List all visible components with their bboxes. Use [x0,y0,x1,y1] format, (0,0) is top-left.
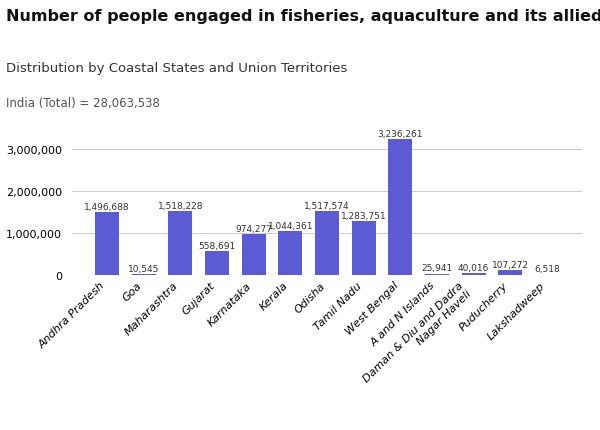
Bar [242,234,266,275]
Text: 10,545: 10,545 [128,264,160,273]
Text: 3,236,261: 3,236,261 [377,129,423,138]
Text: 1,517,574: 1,517,574 [304,201,350,210]
Bar [205,252,229,275]
Text: 1,283,751: 1,283,751 [341,211,386,220]
Bar [461,273,485,275]
Text: 25,941: 25,941 [421,264,452,273]
Text: 1,044,361: 1,044,361 [268,221,313,230]
Text: 1,518,228: 1,518,228 [158,201,203,210]
Bar [425,274,449,275]
Text: 1,496,688: 1,496,688 [84,202,130,211]
Bar [352,221,376,275]
Text: 6,518: 6,518 [534,264,560,273]
Bar [95,212,119,275]
Bar [499,271,522,275]
Text: 558,691: 558,691 [199,241,236,250]
Text: Distribution by Coastal States and Union Territories: Distribution by Coastal States and Union… [6,62,347,75]
Text: 107,272: 107,272 [492,260,529,269]
Bar [278,231,302,275]
Text: India (Total) = 28,063,538: India (Total) = 28,063,538 [6,97,160,110]
Text: Number of people engaged in fisheries, aquaculture and its allied activities.: Number of people engaged in fisheries, a… [6,9,600,24]
Text: 40,016: 40,016 [458,263,489,272]
Text: 974,277: 974,277 [235,224,272,233]
Bar [388,140,412,275]
Bar [169,212,193,275]
Bar [315,212,339,275]
